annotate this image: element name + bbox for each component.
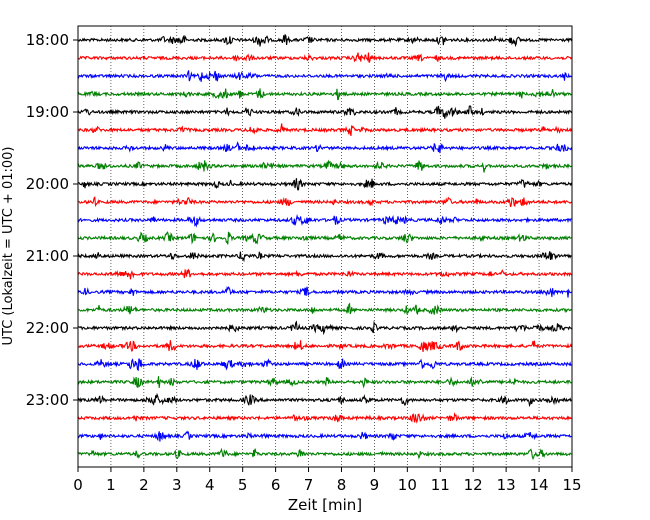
y-tick-label: 23:00 — [26, 391, 69, 409]
trace-line — [77, 358, 572, 372]
x-tick-label: 14 — [530, 476, 549, 494]
trace-line — [77, 159, 572, 173]
trace-line — [77, 123, 573, 137]
trace-line — [77, 33, 573, 48]
trace-line — [77, 231, 572, 245]
x-axis-label: Zeit [min] — [288, 496, 362, 514]
y-axis: 18:00 19:00 20:00 21:00 22:00 23:00 — [26, 31, 78, 409]
plot-frame — [77, 25, 573, 468]
trace-line — [77, 178, 573, 191]
y-tick-label: 21:00 — [26, 247, 69, 265]
x-tick-label: 11 — [431, 476, 450, 494]
trace-line — [77, 52, 572, 63]
trace-line — [77, 196, 572, 208]
trace-line — [77, 213, 572, 228]
x-tick-label: 0 — [73, 476, 83, 494]
trace-line — [77, 392, 572, 408]
x-tick-label: 1 — [106, 476, 116, 494]
x-tick-label: 7 — [304, 476, 314, 494]
x-tick-label: 13 — [497, 476, 516, 494]
trace-line — [77, 88, 572, 101]
x-tick-label: 4 — [205, 476, 215, 494]
x-tick-label: 9 — [370, 476, 380, 494]
x-tick-label: 8 — [337, 476, 347, 494]
trace-line — [77, 286, 572, 298]
x-tick-label: 5 — [238, 476, 248, 494]
y-tick-label: 20:00 — [26, 175, 69, 193]
trace-line — [77, 340, 573, 353]
trace-line — [77, 250, 572, 263]
x-tick-label: 2 — [139, 476, 149, 494]
x-axis: 0 1 2 3 4 5 6 7 8 9 10 11 12 13 14 15 — [73, 467, 582, 494]
trace-line — [77, 302, 572, 316]
x-tick-label: 12 — [464, 476, 483, 494]
x-tick-label: 6 — [271, 476, 281, 494]
x-tick-label: 3 — [172, 476, 182, 494]
trace-line — [77, 412, 572, 424]
trace-line — [77, 430, 572, 442]
y-tick-label: 22:00 — [26, 319, 69, 337]
trace-line — [77, 268, 572, 280]
y-tick-label: 19:00 — [26, 103, 69, 121]
y-axis-label: UTC (Lokalzeit = UTC + 01:00) — [1, 147, 16, 346]
x-tick-label: 10 — [398, 476, 417, 494]
trace-line — [77, 70, 572, 83]
trace-line — [77, 447, 572, 461]
trace-line — [77, 376, 572, 389]
y-tick-label: 18:00 — [26, 31, 69, 49]
x-tick-label: 15 — [562, 476, 581, 494]
trace-line — [77, 320, 572, 336]
seismogram-traces — [77, 33, 573, 461]
trace-line — [77, 141, 573, 154]
trace-line — [77, 105, 572, 119]
